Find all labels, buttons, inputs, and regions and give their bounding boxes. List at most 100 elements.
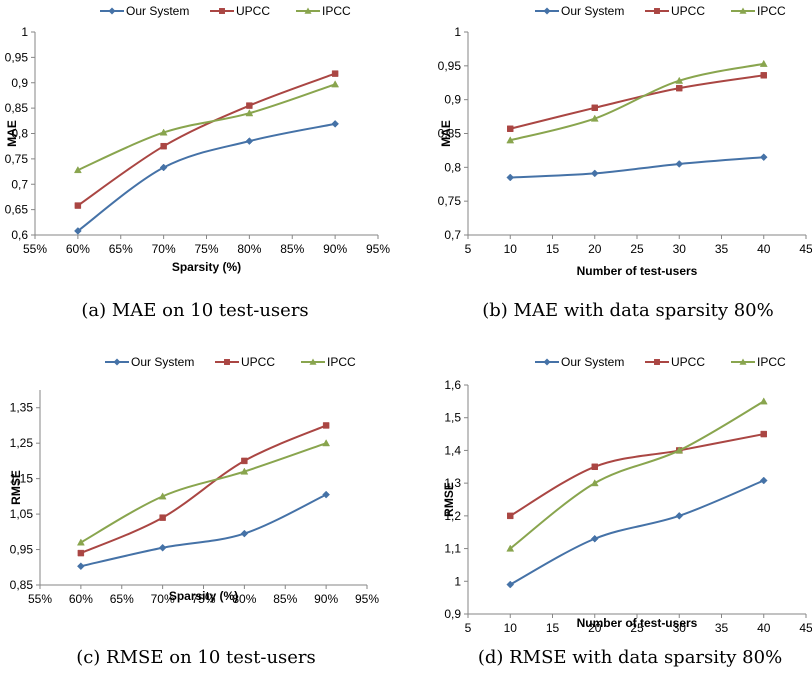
data-point (74, 227, 82, 235)
y-axis-label: RMSE (9, 470, 23, 505)
y-tick-label: 1,5 (444, 411, 461, 425)
data-point (240, 467, 249, 475)
series-line-our-system (77, 122, 336, 232)
legend-label: UPCC (671, 355, 705, 369)
y-tick-label: 1,1 (444, 542, 461, 556)
legend-marker (654, 359, 660, 365)
y-tick-label: 0,95 (5, 50, 29, 64)
y-tick-label: 0,95 (10, 543, 34, 557)
data-point (506, 136, 515, 144)
data-point (675, 76, 684, 84)
x-tick-label: 85% (280, 242, 304, 256)
chart-panel-d: 0,9 1 1,1 1,2 1,3 1,4 1,5 1,6 5 10 15 20 25 30 35 40 45 N… (442, 355, 812, 668)
y-tick-label: 1,25 (10, 436, 34, 450)
x-tick-label: 10 (504, 242, 518, 256)
x-tick-label: 75% (194, 242, 218, 256)
data-point (506, 544, 515, 552)
y-tick-label: 0,7 (11, 177, 28, 191)
series-line-ipcc (80, 442, 327, 544)
data-point (675, 512, 684, 520)
data-point (759, 397, 768, 405)
data-point (675, 446, 684, 454)
data-point (591, 463, 598, 471)
x-tick-label: 15 (546, 242, 560, 256)
data-point (322, 422, 330, 429)
data-point (322, 490, 330, 499)
data-point (245, 109, 254, 117)
x-axis-label: Number of test-users (577, 616, 698, 630)
y-tick-label: 0,75 (5, 152, 29, 166)
data-point (160, 142, 167, 150)
legend-label: UPCC (236, 4, 270, 18)
data-point (759, 59, 768, 67)
x-tick-label: 90% (314, 592, 338, 606)
x-tick-label: 75% (191, 592, 215, 606)
legend: Our System UPCC IPCC (535, 355, 786, 369)
series-line-our-system (510, 156, 764, 179)
data-point (760, 72, 767, 79)
x-tick-label: 60% (69, 592, 93, 606)
data-point (759, 153, 768, 162)
x-tick-label: 10 (504, 621, 518, 635)
legend-marker (739, 358, 747, 365)
x-axis-label: Sparsity (%) (172, 260, 241, 274)
series-line-upcc (77, 72, 336, 207)
x-tick-label: 40 (757, 621, 771, 635)
data-point (241, 457, 248, 465)
y-tick-label: 1,35 (10, 401, 34, 415)
x-axis-label: Sparsity (%) (169, 589, 238, 603)
x-tick-label: 45 (799, 242, 812, 256)
x-tick-label: 60% (66, 242, 90, 256)
legend-label: UPCC (241, 355, 275, 369)
data-point (76, 538, 85, 546)
x-tick-label: 20 (588, 621, 602, 635)
y-tick-label: 0,9 (444, 607, 461, 621)
series-line-ipcc (510, 62, 764, 142)
series-line-ipcc (509, 400, 765, 550)
legend-label: IPCC (327, 355, 356, 369)
x-tick-label: 35 (715, 621, 729, 635)
x-tick-label: 5 (465, 242, 472, 256)
legend-label: IPCC (322, 4, 351, 18)
data-point (506, 580, 515, 589)
y-tick-label: 1,2 (444, 509, 461, 523)
y-tick-label: 0,85 (438, 127, 462, 141)
data-point (759, 476, 768, 485)
data-point (676, 84, 683, 92)
y-tick-label: 1 (454, 574, 461, 588)
x-tick-label: 20 (588, 242, 602, 256)
data-point (73, 166, 82, 174)
legend-label: Our System (131, 355, 194, 369)
legend-label: Our System (126, 4, 189, 18)
legend-label: UPCC (671, 4, 705, 18)
data-point (77, 562, 85, 571)
data-point (507, 125, 514, 132)
chart-panel-a: 0,6 0,65 0,7 0,75 0,8 0,85 0,9 0,95 1 55% 60% 65% 70… (5, 4, 391, 321)
series-line-upcc (510, 74, 764, 130)
y-axis-label: MAE (439, 120, 453, 147)
x-tick-label: 40 (757, 242, 771, 256)
y-tick-label: 0,75 (438, 194, 462, 208)
legend: Our System UPCC IPCC (100, 4, 351, 18)
y-tick-label: 0,7 (444, 228, 461, 242)
legend-marker (309, 358, 317, 365)
figure-caption: (d) RMSE with data sparsity 80% (478, 647, 782, 668)
figure-caption: (a) MAE on 10 test-users (81, 300, 308, 321)
series-line-our-system (80, 493, 327, 568)
x-tick-label: 35 (715, 242, 729, 256)
data-point (331, 80, 340, 88)
x-tick-label: 30 (673, 242, 687, 256)
x-tick-label: 65% (110, 592, 134, 606)
y-tick-label: 0,95 (438, 59, 462, 73)
y-tick-label: 0,8 (11, 127, 28, 141)
data-point (675, 160, 684, 168)
x-tick-label: 65% (109, 242, 133, 256)
x-tick-label: 95% (366, 242, 390, 256)
legend-marker (654, 8, 660, 14)
data-point (590, 479, 599, 487)
data-point (322, 439, 331, 447)
y-tick-label: 0,85 (10, 578, 34, 592)
y-tick-label: 1 (21, 25, 28, 39)
x-tick-label: 70% (152, 242, 176, 256)
